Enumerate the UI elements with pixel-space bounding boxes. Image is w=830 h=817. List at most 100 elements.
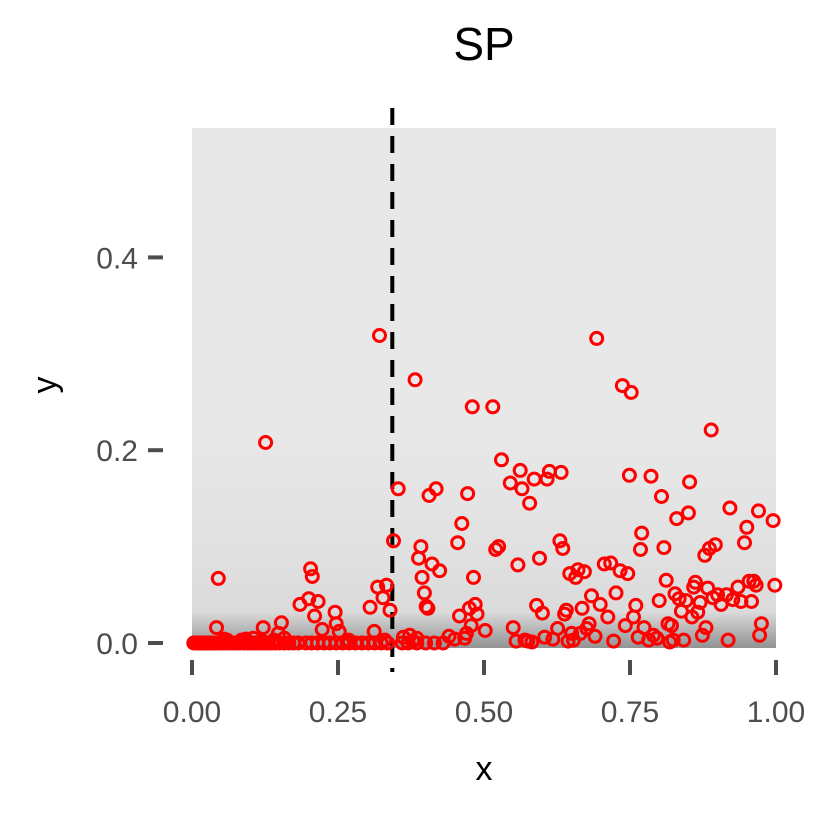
scatter-point [463,618,479,634]
scatter-point [362,599,378,615]
scatter-point [460,486,476,502]
y-axis-ticks: 0.0 0.2 0.4 [96,242,163,661]
x-tick-label: 0.50 [455,696,513,729]
scatter-point [753,616,769,632]
scatter-point [304,569,320,584]
scatter-point [555,541,571,556]
scatter-point [636,620,652,636]
scatter-point [737,535,752,551]
scatter-point [301,591,317,607]
scatter-point [488,542,504,557]
scatter-point [310,594,326,609]
y-axis-title: y [26,377,64,394]
scatter-point [633,542,648,557]
scatter-point [654,489,669,504]
scatter-point [592,596,608,612]
scatter-point [454,516,470,531]
scatter-point [209,620,224,636]
scatter-point [690,604,706,620]
scatter-point [596,556,612,572]
scatter-point [587,628,603,644]
scatter-point [512,462,528,478]
scatter-point [676,632,692,648]
scatter-point [469,606,485,622]
scatter-point [739,519,755,535]
scatter-point [494,452,509,468]
scatter-point [328,616,344,632]
scatter-point [628,597,644,613]
scatter-point [491,539,507,555]
scatter-point [273,615,289,631]
scatter-point [576,564,592,580]
scatter-point [416,585,432,601]
scatter-point [612,563,628,579]
scatter-point [617,618,633,634]
scatter-point [730,579,746,595]
scatter-point [414,569,430,585]
scatter-point [532,550,547,566]
scatter-point [216,631,232,647]
scatter-point [485,399,501,415]
scatter-point [428,481,444,497]
x-tick-label: 0.00 [163,696,221,729]
scatter-point [552,533,568,549]
scatter-point [581,616,597,632]
scatter-point [748,577,764,593]
scatter-point [589,330,605,346]
scatter-point [452,608,467,624]
scatter-point [382,602,398,618]
scatter-point [276,630,292,646]
x-tick-label: 1.00 [747,696,805,729]
scatter-point [564,625,580,641]
scatter-point [703,422,719,438]
scatter-point [467,596,483,612]
scatter-point [539,471,555,487]
scatter-point [510,557,526,573]
scatter-point [255,620,271,636]
scatter-point [722,500,738,516]
scatter-point [553,464,569,480]
scatter-point [643,468,659,484]
x-tick-label: 0.25 [309,696,367,729]
x-axis-ticks: 0.00 0.25 0.50 0.75 1.00 [163,660,805,729]
scatter-point [426,635,442,651]
scatter-point [656,540,672,556]
scatter-point [432,563,448,579]
scatter-point [664,618,679,634]
scatter-point [658,572,674,588]
scatter-point [524,634,540,650]
scatter-point [678,593,694,609]
scatter-point [450,535,466,551]
scatter-point [608,585,624,601]
scatter-point [372,328,387,343]
y-tick-label: 0.2 [96,435,138,468]
x-tick-label: 0.75 [601,696,659,729]
scatter-point [669,511,685,527]
scatter-point [331,623,347,639]
scatter-point [694,627,710,643]
scatter-point [413,539,429,555]
scatter-point [464,399,480,415]
scatter-point [505,620,521,636]
scatter-point [574,600,590,616]
scatter-point [258,435,274,450]
scatter-point [570,562,586,578]
scatter-point [707,537,723,553]
scatter-point [584,588,599,604]
scatter-point [366,623,382,639]
scatter-point [550,621,566,636]
scatter-point [558,602,574,618]
y-tick-label: 0.0 [96,628,138,661]
scatter-point [386,533,401,549]
scatter-point [634,525,650,541]
scatter-point [307,608,323,624]
scatter-point [390,481,406,497]
scatter-point [680,505,696,521]
scatter-point [698,620,714,636]
scatter-point [692,595,708,610]
scatter-point [407,372,423,388]
scatter-point [210,570,226,586]
scatter-point [377,632,393,648]
scatter-point [522,495,538,511]
